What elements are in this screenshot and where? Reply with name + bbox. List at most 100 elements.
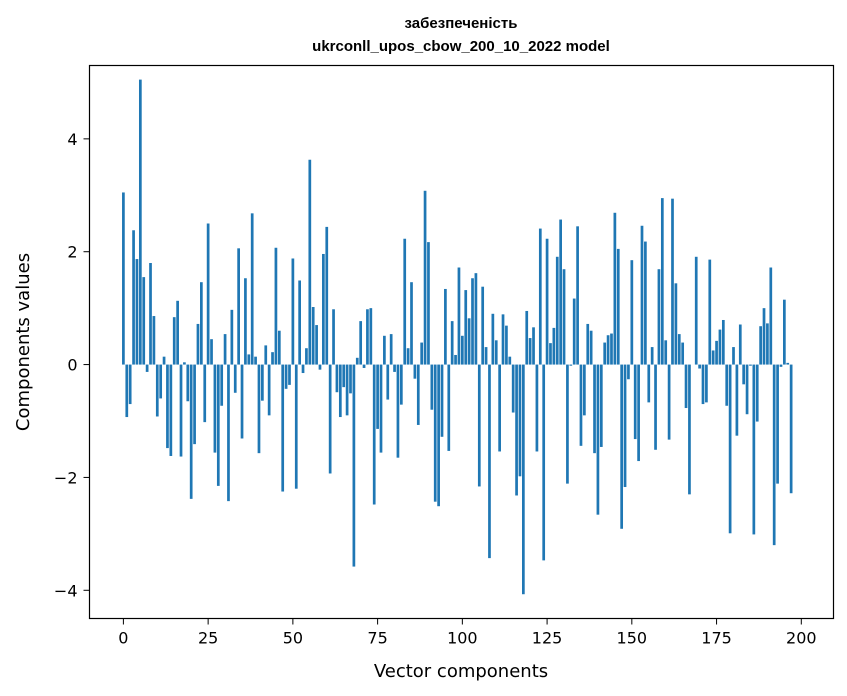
bar (227, 364, 230, 502)
bar (613, 212, 617, 365)
bar (715, 340, 718, 365)
bar (369, 308, 373, 365)
bar (644, 241, 647, 365)
bar (322, 253, 325, 365)
bar (142, 277, 146, 365)
bar (159, 364, 163, 399)
chart-subtitle: ukrconll_upos_cbow_200_10_2022 model (312, 38, 610, 55)
bar (359, 321, 363, 365)
bar (616, 248, 620, 365)
bar (393, 364, 396, 372)
bar (423, 190, 427, 365)
bar (237, 248, 240, 365)
bar (169, 364, 173, 456)
bar (430, 364, 434, 410)
bar (576, 226, 579, 365)
y-tick-label: 2 (67, 243, 77, 262)
bar (538, 228, 542, 365)
bar (657, 269, 661, 365)
bar (308, 159, 312, 365)
bar (315, 325, 318, 365)
bar (318, 364, 322, 370)
bar (288, 364, 291, 385)
bar (555, 256, 559, 365)
bar (376, 364, 379, 429)
bar (718, 329, 722, 365)
bar (338, 364, 342, 418)
bar (677, 334, 681, 365)
bar (505, 325, 508, 365)
bar (267, 364, 271, 416)
bar (732, 347, 735, 365)
bar (332, 309, 335, 365)
y-axis-label: Components values (13, 253, 34, 431)
bar (511, 364, 515, 413)
bar (599, 364, 603, 447)
bar (135, 259, 139, 365)
chart-title: забезпеченість (405, 15, 518, 32)
bar (525, 310, 529, 365)
bar (694, 256, 698, 365)
bar (593, 364, 596, 454)
bar (233, 364, 237, 393)
bar (569, 364, 573, 366)
bar (610, 333, 613, 365)
bar (755, 364, 759, 422)
bar (396, 364, 400, 458)
bar (752, 364, 756, 535)
bar (176, 300, 179, 365)
bar (664, 340, 668, 365)
bar (328, 364, 332, 474)
bar (406, 348, 410, 365)
bar (271, 352, 274, 365)
bar (345, 364, 349, 416)
bar (298, 280, 301, 365)
bar (389, 334, 393, 365)
bar (498, 364, 501, 452)
y-tick-label: 0 (67, 356, 77, 375)
bar (413, 364, 417, 379)
bar (518, 364, 522, 477)
bar (552, 327, 556, 365)
bar (196, 323, 200, 365)
bar (508, 356, 512, 365)
bar (769, 267, 773, 365)
bar (250, 213, 254, 365)
bar (654, 364, 657, 450)
bar (532, 327, 535, 365)
bar (671, 198, 674, 365)
bar (342, 364, 346, 388)
bar (566, 364, 569, 484)
bar (742, 364, 746, 385)
bar (216, 364, 220, 486)
bar (674, 283, 678, 365)
bar (437, 364, 440, 507)
bar (152, 316, 156, 365)
bar (325, 226, 329, 365)
bar (183, 362, 186, 365)
bar (311, 307, 315, 365)
bar (721, 319, 725, 365)
x-tick-label: 100 (447, 629, 478, 648)
bar (386, 364, 390, 400)
bar (627, 364, 630, 380)
bar (701, 364, 705, 405)
bar (535, 364, 539, 452)
bar (352, 364, 356, 567)
bar (735, 364, 739, 436)
bar (515, 364, 518, 496)
y-tick-label: −4 (54, 581, 78, 600)
bar (179, 364, 183, 457)
bar (291, 258, 295, 365)
bar (447, 364, 451, 451)
bar (145, 364, 149, 372)
bar (596, 364, 600, 515)
bar (728, 364, 732, 534)
bars-group (122, 79, 793, 595)
bar (305, 348, 308, 365)
bar (128, 364, 132, 405)
bar (630, 260, 634, 365)
bar (745, 364, 749, 415)
x-tick-label: 0 (118, 629, 128, 648)
bar (491, 313, 495, 365)
